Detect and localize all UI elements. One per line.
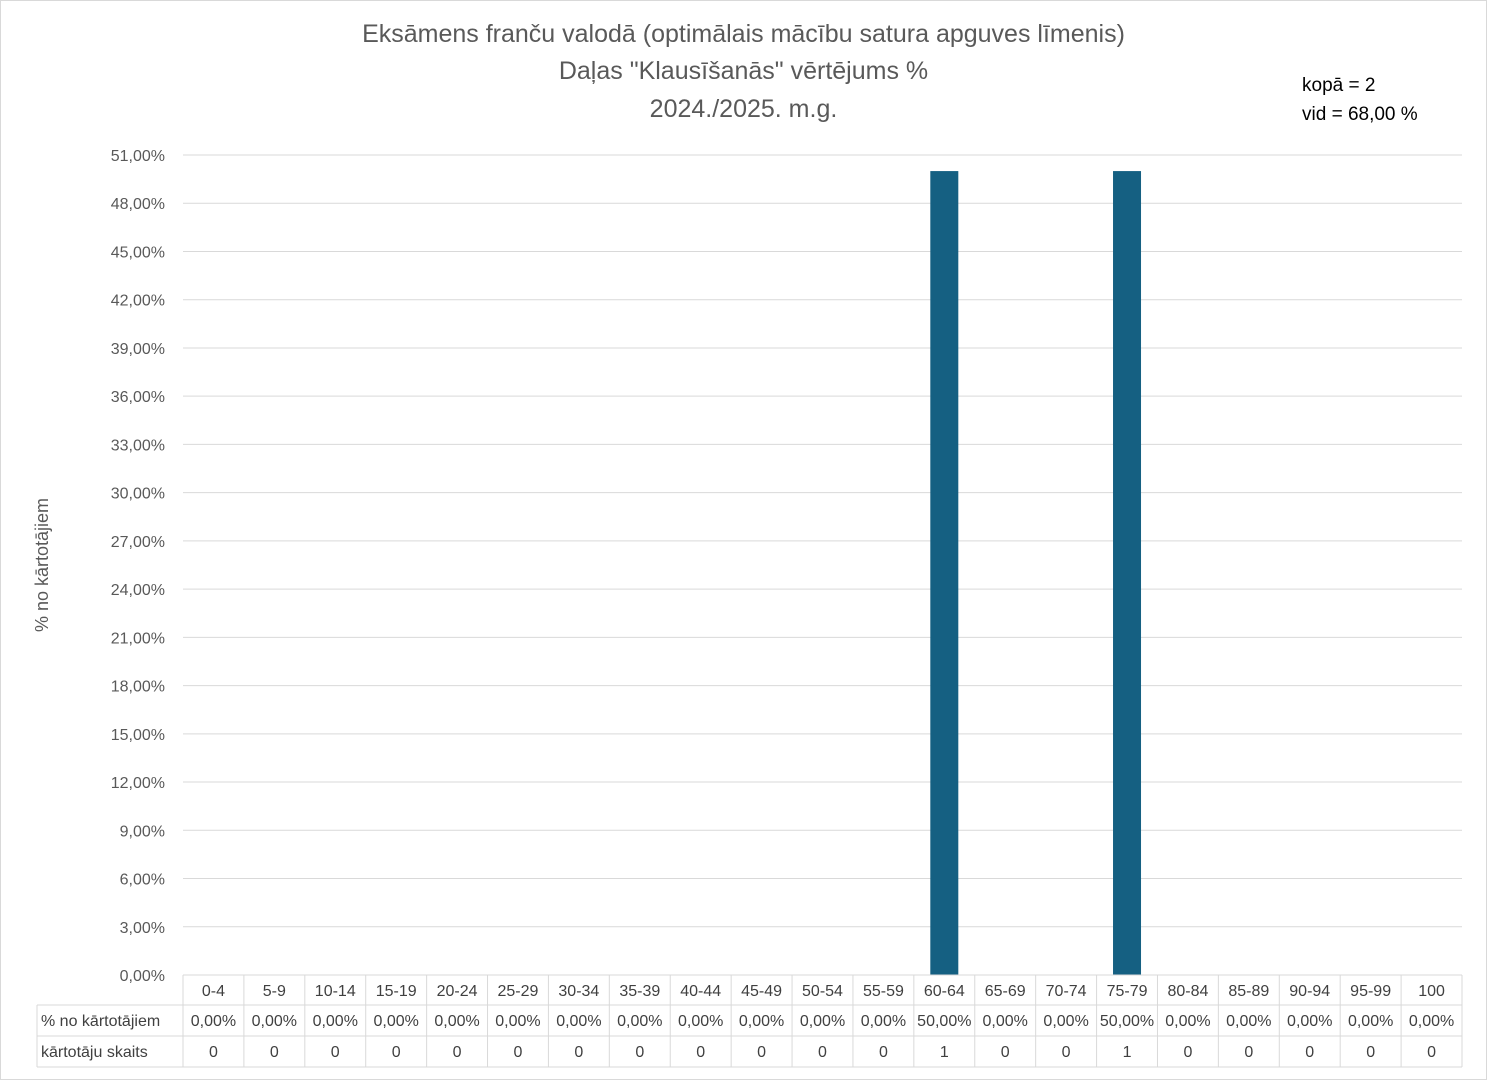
table-cell: 0,00% [495, 1013, 540, 1030]
table-cell: 0 [1427, 1044, 1436, 1061]
table-cell: 0 [574, 1044, 583, 1061]
x-category-label: 65-69 [985, 983, 1026, 1000]
table-cell: 50,00% [1100, 1013, 1154, 1030]
y-tick-label: 42,00% [111, 293, 165, 310]
table-cell: 0,00% [1287, 1013, 1332, 1030]
table-cell: 0 [1244, 1044, 1253, 1061]
table-cell: 1 [1123, 1044, 1132, 1061]
table-cell: 0,00% [800, 1013, 845, 1030]
x-category-label: 60-64 [924, 983, 965, 1000]
table-cell: 0,00% [739, 1013, 784, 1030]
x-category-label: 80-84 [1167, 983, 1208, 1000]
bar-75-79 [1113, 171, 1142, 975]
total-count-annotation: kopā = 2 [1302, 75, 1376, 96]
table-cell: 0 [1366, 1044, 1375, 1061]
table-row-label: kārtotāju skaits [41, 1044, 148, 1061]
y-tick-label: 36,00% [111, 389, 165, 406]
y-tick-label: 21,00% [111, 630, 165, 647]
table-cell: 0 [879, 1044, 888, 1061]
x-category-label: 55-59 [863, 983, 904, 1000]
chart-title-line-1: Eksāmens franču valodā (optimālais mācīb… [362, 20, 1125, 48]
chart-title-line-3: 2024./2025. m.g. [649, 95, 838, 123]
table-cell: 0,00% [252, 1013, 297, 1030]
table-cell: 0,00% [617, 1013, 662, 1030]
x-category-label: 50-54 [802, 983, 843, 1000]
y-tick-label: 51,00% [111, 148, 165, 165]
table-cell: 0 [453, 1044, 462, 1061]
table-cell: 0 [635, 1044, 644, 1061]
table-cell: 0,00% [1348, 1013, 1393, 1030]
table-cell: 0 [757, 1044, 766, 1061]
table-row-label: % no kārtotājiem [41, 1013, 160, 1030]
y-tick-label: 15,00% [111, 727, 165, 744]
y-tick-label: 48,00% [111, 196, 165, 213]
table-cell: 0,00% [678, 1013, 723, 1030]
table-cell: 0,00% [191, 1013, 236, 1030]
y-axis-label: % no kārtotājiem [32, 498, 52, 632]
x-category-label: 15-19 [376, 983, 417, 1000]
table-cell: 0,00% [1043, 1013, 1088, 1030]
x-category-label: 10-14 [315, 983, 356, 1000]
y-tick-label: 27,00% [111, 534, 165, 551]
table-cell: 0 [818, 1044, 827, 1061]
table-cell: 0 [270, 1044, 279, 1061]
table-cell: 0,00% [1226, 1013, 1271, 1030]
y-tick-label: 39,00% [111, 341, 165, 358]
x-category-label: 90-94 [1289, 983, 1330, 1000]
average-annotation: vid = 68,00 % [1302, 104, 1418, 125]
y-tick-label: 33,00% [111, 437, 165, 454]
y-tick-label: 45,00% [111, 244, 165, 261]
x-category-label: 70-74 [1046, 983, 1087, 1000]
table-cell: 0,00% [313, 1013, 358, 1030]
table-cell: 0,00% [556, 1013, 601, 1030]
y-tick-label: 6,00% [120, 872, 165, 889]
table-cell: 0 [331, 1044, 340, 1061]
table-cell: 0 [1062, 1044, 1071, 1061]
table-cell: 0,00% [373, 1013, 418, 1030]
table-cell: 0 [696, 1044, 705, 1061]
y-tick-label: 18,00% [111, 679, 165, 696]
x-category-label: 25-29 [498, 983, 539, 1000]
x-category-label: 30-34 [558, 983, 599, 1000]
table-cell: 0 [392, 1044, 401, 1061]
x-category-label: 85-89 [1228, 983, 1269, 1000]
table-cell: 0 [1001, 1044, 1010, 1061]
table-cell: 0,00% [983, 1013, 1028, 1030]
y-tick-label: 9,00% [120, 823, 165, 840]
table-cell: 0 [1183, 1044, 1192, 1061]
table-cell: 0,00% [1409, 1013, 1454, 1030]
x-category-label: 40-44 [680, 983, 721, 1000]
table-cell: 0 [514, 1044, 523, 1061]
x-category-label: 5-9 [263, 983, 286, 1000]
table-cell: 0,00% [434, 1013, 479, 1030]
y-tick-label: 0,00% [120, 968, 165, 985]
table-cell: 0,00% [1165, 1013, 1210, 1030]
y-tick-label: 3,00% [120, 920, 165, 937]
bar-60-64 [930, 171, 959, 975]
table-cell: 50,00% [917, 1013, 971, 1030]
chart-title-line-2: Daļas "Klausīšanās" vērtējums % [558, 57, 929, 85]
table-cell: 0 [209, 1044, 218, 1061]
table-cell: 0,00% [861, 1013, 906, 1030]
x-category-label: 20-24 [437, 983, 478, 1000]
x-category-label: 0-4 [202, 983, 225, 1000]
y-tick-label: 30,00% [111, 486, 165, 503]
table-cell: 1 [940, 1044, 949, 1061]
y-tick-label: 24,00% [111, 582, 165, 599]
x-category-label: 100 [1418, 983, 1445, 1000]
x-category-label: 35-39 [619, 983, 660, 1000]
table-cell: 0 [1305, 1044, 1314, 1061]
x-category-label: 75-79 [1107, 983, 1148, 1000]
y-tick-label: 12,00% [111, 775, 165, 792]
x-category-label: 45-49 [741, 983, 782, 1000]
x-category-label: 95-99 [1350, 983, 1391, 1000]
